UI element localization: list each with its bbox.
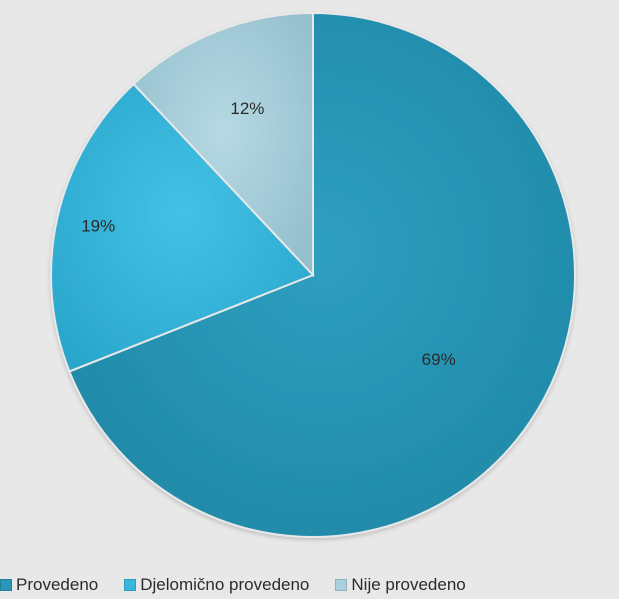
pie-slice-2 [50,82,315,373]
pie-slice-1 [68,11,576,538]
legend-label-3: Nije provedeno [351,575,466,594]
pie-slice-3 [132,11,314,278]
legend-swatch-2 [124,579,137,591]
slice-data-label-2: 19% [81,216,115,235]
legend-item-1: Provedeno [0,575,98,595]
legend-item-2: Djelomično provedeno [124,575,309,595]
pie-chart-svg: 69% 19% 12% [50,11,576,538]
slice-data-label-3: 12% [230,99,264,118]
legend-item-3: Nije provedeno [335,575,466,595]
legend: Provedeno Djelomično provedeno Nije proved… [0,574,619,596]
legend-swatch-1 [0,579,12,591]
pie-chart: 69% 19% 12% [50,11,576,538]
slice-data-label-1: 69% [422,350,456,369]
legend-label-1: Provedeno [16,575,99,594]
legend-swatch-3 [335,579,348,591]
legend-label-2: Djelomično provedeno [140,575,310,594]
